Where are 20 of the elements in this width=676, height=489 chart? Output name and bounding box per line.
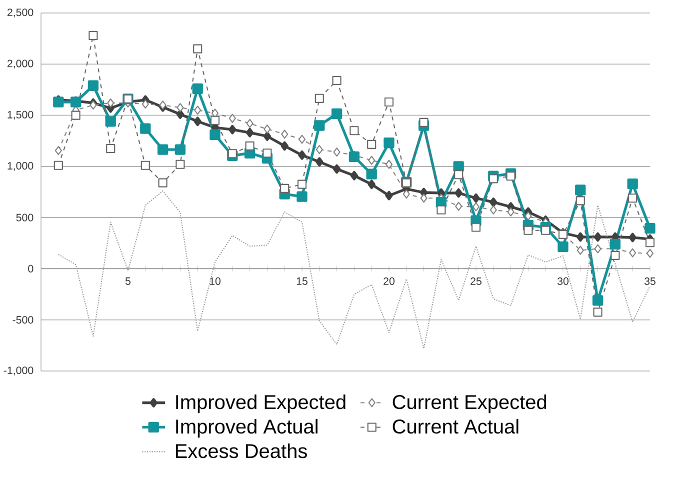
legend-label: Improved Expected bbox=[176, 394, 346, 414]
y-tick-label: -500 bbox=[12, 316, 34, 324]
x-tick-label: 5 bbox=[125, 277, 131, 285]
y-tick-label: 0 bbox=[28, 264, 34, 272]
x-tick-label: 10 bbox=[210, 277, 221, 285]
y-tick-label: 1,000 bbox=[8, 162, 34, 171]
y-tick-label: 2,000 bbox=[7, 60, 34, 69]
y-tick-label: -1,000 bbox=[4, 366, 34, 376]
legend-label: Excess Deaths bbox=[176, 443, 307, 458]
legend-label: Current Expected bbox=[392, 394, 546, 414]
legend-label: Current Actual bbox=[392, 418, 518, 434]
y-tick-label: 500 bbox=[16, 214, 34, 222]
legend-label: Improved Actual bbox=[176, 418, 318, 438]
y-tick-label: 1,500 bbox=[8, 110, 34, 120]
x-tick-label: 25 bbox=[470, 277, 482, 285]
x-tick-label: 20 bbox=[384, 277, 395, 285]
x-tick-label: 35 bbox=[644, 277, 656, 285]
y-tick-label: 2,500 bbox=[7, 8, 34, 18]
x-tick-label: 30 bbox=[557, 277, 569, 285]
x-tick-label: 15 bbox=[296, 277, 308, 285]
